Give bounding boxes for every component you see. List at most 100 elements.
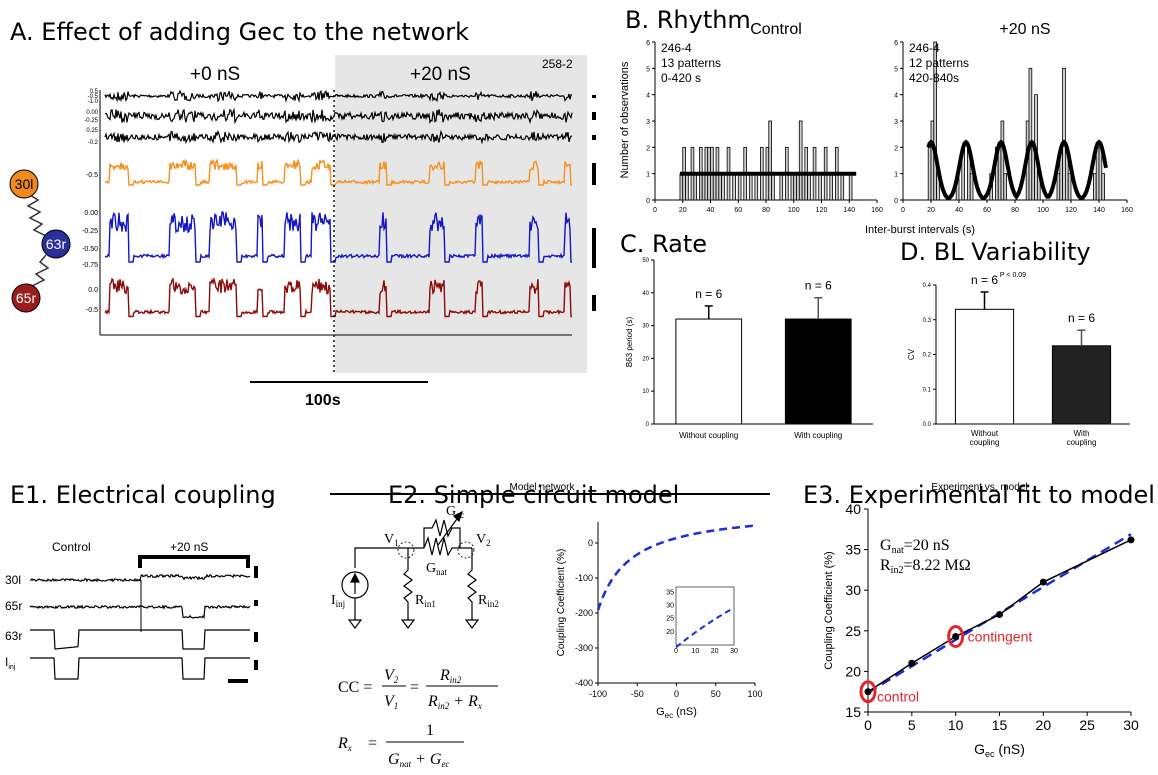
e3-annotations: Gnat=20 nS Rin2=8.22 MΩ xyxy=(880,537,971,576)
trace-2 xyxy=(104,129,573,145)
x-tick-label: 15 xyxy=(992,717,1008,733)
x-tick-label: 5 xyxy=(908,717,916,733)
x-tick-label: 20 xyxy=(1036,717,1052,733)
y-tick-label: 25 xyxy=(845,623,861,639)
trace-1 xyxy=(104,107,573,125)
resistor-gnat xyxy=(423,536,472,557)
y-tick-label: -300 xyxy=(575,643,593,653)
x-axis-label: Gec (nS) xyxy=(656,706,697,720)
trace-0 xyxy=(104,89,573,103)
inset-y-tick: 25 xyxy=(666,616,674,623)
panel-b: B. Rhythm 0 20 40 60 80 100 120 140 1600123456Co… xyxy=(619,6,1133,236)
category-label: With coupling xyxy=(794,431,842,440)
y-tick-label: -200 xyxy=(575,608,593,618)
panel-a-tick-labels: 0.5-0.5-1.00.00-0.250.25-0.2-0.50.00-0.2… xyxy=(82,89,99,314)
histogram-bar xyxy=(779,173,784,201)
neuron-63r-label: 63r xyxy=(46,236,67,252)
y-tick-label: 30 xyxy=(642,324,649,330)
y-tick-label: 6 xyxy=(646,40,650,47)
inset-y-tick: 35 xyxy=(666,589,674,596)
chart-title: Experiment vs. model xyxy=(931,482,1027,493)
histogram-bar xyxy=(701,173,706,201)
eq-rx-den: Gnat + Gec xyxy=(388,751,449,769)
histogram-bar xyxy=(793,173,797,201)
panel-b-title: B. Rhythm xyxy=(625,6,751,34)
circuit-labels: Gec Gnat V1 V2 Iinj Rin1 Rin2 xyxy=(331,504,499,609)
histogram-bar xyxy=(1000,120,1005,201)
histogram-bar xyxy=(1003,173,1007,201)
scalebar xyxy=(254,566,258,578)
histogram-bar xyxy=(1101,173,1106,201)
x-tick-label: 100 xyxy=(747,689,762,699)
y-axis-label: Coupling Coefficient (%) xyxy=(556,549,567,657)
x-tick-label: 25 xyxy=(1079,717,1095,733)
inset-y-tick: 20 xyxy=(666,629,674,636)
neuron-63r xyxy=(41,229,71,259)
eq-cc-n1: V2 xyxy=(384,667,399,685)
e1-row-30l: 30l xyxy=(5,573,21,587)
y-tick-label: -400 xyxy=(575,678,593,688)
data-point xyxy=(996,611,1003,619)
histogram-bar xyxy=(685,173,689,201)
x-tick-label: 160 xyxy=(871,207,883,214)
histogram-bar xyxy=(693,173,698,201)
y-tick-label: 0.2 xyxy=(923,353,932,359)
neuron-65r xyxy=(11,283,41,313)
panel-a-traces xyxy=(104,89,573,318)
histogram-bar xyxy=(1028,67,1033,201)
y-tick-label: 1 xyxy=(894,172,898,179)
y-tick-label: 2 xyxy=(646,145,650,152)
x-tick-label: 120 xyxy=(816,207,828,214)
chart-annotation: 246-4 xyxy=(909,41,940,55)
y-tick-label: 3 xyxy=(646,119,650,126)
x-tick-label: 100 xyxy=(788,207,800,214)
x-tick-label: 40 xyxy=(707,207,715,214)
x-tick-label: 10 xyxy=(948,717,964,733)
y-tick-label: 35 xyxy=(845,542,861,558)
eq-cc-d2: Rin2 + Rx xyxy=(427,693,482,711)
e1-row-65r: 65r xyxy=(5,599,22,613)
y-tick-label: 0 xyxy=(588,538,593,548)
inset-y-tick: 30 xyxy=(666,602,674,609)
data-point xyxy=(864,688,872,696)
histogram-bar xyxy=(927,146,932,201)
e1-cond-label: +20 nS xyxy=(170,540,208,554)
y-tick-label: 0 xyxy=(646,422,650,428)
contingent-label: contingent xyxy=(968,628,1033,644)
equation-cc: CC = V2 V1 = Rin2 Rin2 + Rx xyxy=(338,667,498,711)
e1-control-label: Control xyxy=(52,540,91,554)
y-tick-label: -100 xyxy=(575,573,593,583)
highlight-control xyxy=(859,680,877,704)
histogram-bar xyxy=(1098,146,1103,201)
x-tick-label: 30 xyxy=(1123,717,1139,733)
histogram-bar xyxy=(732,173,736,201)
histogram-bar xyxy=(997,146,1002,201)
label-v1: V1 xyxy=(384,532,399,548)
current-arrowhead xyxy=(350,572,360,583)
scalebar xyxy=(592,295,596,311)
tick-label: 0.00 xyxy=(86,110,98,116)
e3-annot-gnat: Gnat=20 nS xyxy=(880,537,950,556)
data-point xyxy=(1127,536,1135,544)
bar xyxy=(954,308,1015,425)
data-point xyxy=(1039,578,1047,586)
histogram-bar xyxy=(1067,173,1072,201)
histogram-bar xyxy=(1056,173,1061,201)
x-axis-label: Gec (nS) xyxy=(974,741,1025,759)
panel-a-shade xyxy=(335,55,587,373)
x-tick-label: 0 xyxy=(674,689,679,699)
e1-row-iinj: Iinj xyxy=(5,655,16,671)
resistor-gec xyxy=(423,518,461,548)
panel-c-title: C. Rate xyxy=(620,230,707,258)
panel-a-title: A. Effect of adding Gec to the network xyxy=(10,18,469,46)
inset-x-tick: 0 xyxy=(674,648,678,655)
histogram-bar xyxy=(969,173,974,201)
eq-rx-lhs: Rx xyxy=(337,735,352,753)
tick-label: -1.0 xyxy=(88,99,99,105)
histogram-bar xyxy=(807,173,811,201)
equation-rx: Rx = 1 Gnat + Gec xyxy=(337,722,464,769)
y-tick-label: 0.0 xyxy=(923,422,932,428)
y-tick-label: 1 xyxy=(646,172,650,179)
x-tick-label: 80 xyxy=(762,207,770,214)
bar xyxy=(675,318,743,425)
